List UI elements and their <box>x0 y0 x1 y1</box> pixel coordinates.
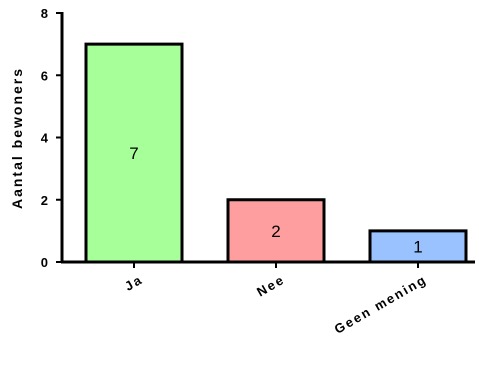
bars-group <box>84 42 468 264</box>
x-tick-label: Nee <box>254 272 287 300</box>
x-tick-label: Geen mening <box>332 272 430 337</box>
x-tick-label: Ja <box>122 272 145 294</box>
bar-ja <box>84 42 184 264</box>
y-tick-label: 0 <box>41 255 48 270</box>
y-tick-label: 4 <box>41 131 49 146</box>
data-label: 1 <box>413 237 422 256</box>
data-labels-group: 7 2 1 <box>129 144 422 256</box>
x-axis: Ja Nee Geen mening <box>61 260 475 337</box>
data-label: 2 <box>271 222 280 241</box>
data-label: 7 <box>129 144 138 163</box>
y-tick-label: 8 <box>41 6 48 21</box>
y-tick-label: 6 <box>41 68 48 83</box>
y-axis-title: Aantal bewoners <box>9 67 25 209</box>
y-axis: 0 2 4 6 8 <box>41 6 64 270</box>
y-tick-label: 2 <box>41 193 48 208</box>
